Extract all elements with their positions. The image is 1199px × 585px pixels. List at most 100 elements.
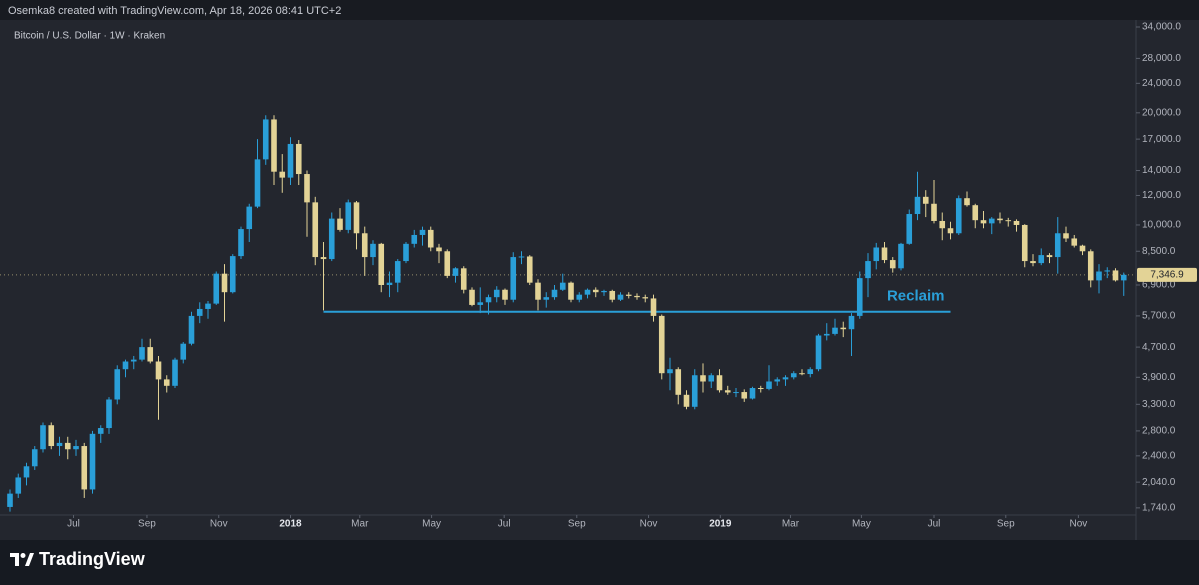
candle-body [419,229,426,235]
candle-body [460,268,467,290]
candle-body [518,256,525,258]
x-tick-label: Nov [1069,519,1087,530]
candle-body [1096,271,1102,281]
candle-body [931,203,937,221]
candle-body [708,375,715,382]
candle-body [914,196,921,215]
y-tick-label: 4,700.0 [1142,342,1176,353]
x-tick-label: Nov [210,519,228,530]
credit: Osemka8 created with TradingView.com, Ap… [8,5,341,17]
candle-body [444,251,451,276]
candle-body [370,243,376,258]
x-tick-label: Mar [782,519,800,530]
candle-body [815,335,822,370]
candle-body [97,428,104,434]
candle-body [1021,224,1028,262]
candle-body [790,373,797,378]
top-bar [0,0,1199,20]
candle-body [386,282,393,285]
candle-body [510,257,517,300]
candle-body [782,377,789,380]
y-tick-label: 34,000.0 [1142,22,1181,33]
candle-body [840,327,847,330]
candle-body [1104,270,1111,272]
candle-body [724,390,731,393]
brand: TradingView [39,549,146,569]
x-tick-label: 2019 [709,519,732,530]
candle-body [337,218,343,230]
candle-body [7,493,13,507]
candle-body [361,233,368,258]
candle-body [271,119,277,172]
candle-body [295,143,302,175]
candle-body [213,273,220,304]
candle-body [64,442,71,450]
chart-area [0,20,1199,540]
y-tick-label: 14,000.0 [1142,165,1181,176]
candle-body [130,359,137,362]
y-tick-label: 20,000.0 [1142,107,1181,118]
candle-body [147,347,154,362]
candle-body [394,261,401,283]
candle-body [988,218,995,224]
candle-body [477,302,484,305]
candle-body [403,243,409,262]
y-tick-label: 2,800.0 [1142,426,1176,437]
candle-body [856,278,863,316]
x-tick-label: Sep [997,519,1015,530]
x-tick-label: Mar [351,519,369,530]
candle-body [89,433,96,490]
candle-body [172,359,178,386]
candle-body [378,243,385,285]
chart-title: Bitcoin / U.S. Dollar · 1W · Kraken [14,31,165,42]
x-tick-label: Jul [928,519,941,530]
candle-body [262,119,269,160]
candle-body [617,294,624,300]
y-tick-label: 3,300.0 [1142,399,1176,410]
candle-body [1079,245,1086,252]
candle-body [304,174,310,203]
candle-body [922,196,929,204]
candle-body [452,268,459,276]
candle-body [848,315,855,330]
candle-body [155,361,162,380]
candle-body [485,297,492,303]
candle-body [238,229,244,257]
candle-body [576,294,583,300]
candle-body [427,229,434,248]
x-tick-label: Jul [67,519,80,530]
candle-body [741,392,748,399]
candle-body [1112,270,1119,281]
y-tick-label: 3,900.0 [1142,372,1176,383]
candle-body [1063,233,1069,239]
candle-body [799,373,805,375]
candle-body [411,234,418,244]
candle-body [691,375,698,407]
candle-body [15,477,22,494]
y-tick-label: 28,000.0 [1142,53,1181,64]
candle-body [609,290,616,300]
candle-body [196,308,203,316]
candle-body [122,361,129,370]
candle-body [807,369,814,375]
x-tick-label: May [852,519,871,530]
candle-body [493,289,500,298]
brand-logo [10,553,34,566]
candle-body [551,289,558,298]
candle-body [81,446,88,490]
candle-body [48,425,55,447]
candle-body [650,298,657,316]
candle-body [502,289,508,300]
candle-body [254,159,261,207]
candle-body [229,256,236,293]
candle-body [328,218,335,260]
candle-body [823,333,830,336]
candle-body [23,466,30,478]
candle-body [675,369,682,395]
x-tick-label: Nov [640,519,658,530]
candle-body [205,303,211,309]
candle-body [955,198,962,234]
y-tick-label: 2,040.0 [1142,477,1176,488]
